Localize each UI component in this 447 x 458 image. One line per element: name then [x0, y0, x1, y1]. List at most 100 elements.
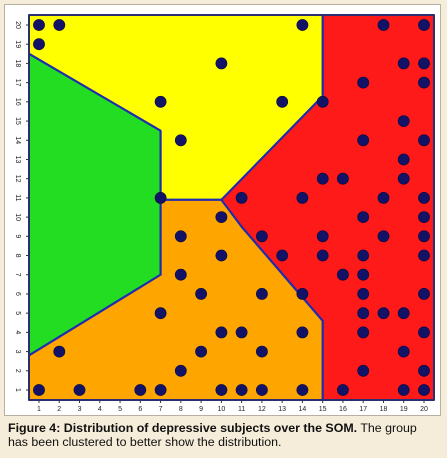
- y-tick-label: 5: [14, 311, 21, 315]
- data-point: [134, 384, 147, 396]
- x-tick-label: 3: [78, 406, 82, 413]
- data-point: [357, 307, 370, 320]
- y-tick-label: 1: [14, 388, 21, 392]
- data-point: [397, 153, 410, 166]
- x-tick-label: 13: [278, 406, 286, 413]
- cluster-region-orange: [29, 199, 323, 400]
- data-point: [174, 134, 187, 147]
- cluster-region-green: [29, 53, 161, 356]
- data-point: [73, 384, 86, 396]
- data-point: [255, 230, 268, 243]
- cluster-region-red: [221, 15, 434, 400]
- y-tick-label: 2: [14, 369, 21, 373]
- data-point: [336, 172, 349, 185]
- data-point: [418, 57, 430, 70]
- data-point: [357, 249, 370, 262]
- figure-caption: Figure 4: Distribution of depressive sub…: [8, 421, 440, 449]
- data-point: [357, 134, 370, 147]
- data-point: [336, 268, 349, 281]
- plot-area-border: [28, 14, 435, 401]
- data-point: [215, 249, 228, 262]
- y-tick-label: 13: [14, 156, 21, 164]
- data-point: [33, 19, 45, 31]
- y-tick-label: 7: [14, 273, 21, 277]
- data-point: [33, 38, 45, 51]
- caption-title: Distribution of depressive subjects over…: [63, 421, 358, 435]
- data-points: [33, 19, 430, 396]
- data-point: [316, 249, 329, 262]
- data-point: [397, 384, 410, 396]
- data-point: [397, 57, 410, 70]
- y-tick-label: 20: [14, 21, 21, 29]
- data-point: [154, 307, 167, 320]
- data-point: [316, 172, 329, 185]
- cluster-region-yellow: [29, 15, 323, 200]
- x-tick-label: 9: [199, 406, 203, 413]
- data-point: [174, 364, 187, 377]
- y-tick-label: 8: [14, 254, 21, 258]
- x-tick-label: 1: [37, 406, 41, 413]
- y-tick-label: 3: [14, 350, 21, 354]
- x-tick-label: 14: [299, 406, 307, 413]
- data-point: [215, 57, 228, 70]
- x-tick-label: 19: [400, 406, 408, 413]
- data-point: [235, 384, 248, 396]
- y-tick-label: 19: [14, 40, 21, 48]
- data-point: [418, 230, 430, 243]
- data-point: [418, 384, 430, 396]
- data-point: [296, 384, 309, 396]
- data-point: [418, 134, 430, 147]
- data-point: [255, 287, 268, 300]
- x-tick-label: 10: [217, 406, 225, 413]
- x-tick-label: 16: [339, 406, 347, 413]
- data-point: [296, 287, 309, 300]
- data-point: [397, 172, 410, 185]
- y-tick-label: 17: [14, 79, 21, 87]
- y-tick-label: 14: [14, 136, 21, 144]
- data-point: [377, 19, 390, 31]
- x-tick-label: 20: [420, 406, 428, 413]
- data-point: [235, 326, 248, 339]
- data-point: [397, 115, 410, 127]
- cluster-regions: [29, 15, 434, 400]
- data-point: [296, 191, 309, 204]
- data-point: [195, 345, 207, 358]
- x-tick-label: 8: [179, 406, 183, 413]
- data-point: [53, 345, 66, 358]
- x-tick-label: 2: [57, 406, 61, 413]
- data-point: [418, 19, 430, 31]
- data-point: [154, 95, 167, 108]
- data-point: [418, 364, 430, 377]
- som-chart: 1 2 3 4 5 6 7 8 9 10 11 12 13 14 15 16 17 18 19 20 12345678…: [14, 14, 435, 413]
- y-tick-label: 12: [14, 175, 21, 183]
- data-point: [174, 268, 187, 281]
- data-point: [418, 326, 430, 339]
- x-axis-ticks: 1 2 3 4 5 6 7 8 9 10 11 12 13 14 15 16 17 18 19 20: [37, 400, 428, 413]
- y-tick-label: 11: [14, 194, 21, 201]
- x-tick-label: 11: [238, 406, 245, 413]
- data-point: [357, 268, 370, 281]
- data-point: [357, 287, 370, 300]
- caption-label: Figure 4:: [8, 421, 61, 435]
- x-tick-label: 18: [380, 406, 388, 413]
- data-point: [357, 364, 370, 377]
- data-point: [255, 345, 268, 358]
- data-point: [235, 191, 248, 204]
- y-tick-label: 6: [14, 292, 21, 296]
- data-point: [377, 230, 390, 243]
- data-point: [296, 19, 309, 31]
- data-point: [418, 76, 430, 89]
- x-tick-label: 17: [359, 406, 367, 413]
- data-point: [357, 76, 370, 89]
- data-point: [377, 191, 390, 204]
- x-tick-label: 7: [159, 406, 163, 413]
- data-point: [418, 287, 430, 300]
- data-point: [397, 307, 410, 320]
- caption-text: The group has been clustered to better s…: [8, 421, 417, 449]
- data-point: [316, 95, 329, 108]
- y-tick-label: 4: [14, 330, 21, 334]
- data-point: [418, 211, 430, 223]
- x-tick-label: 5: [118, 406, 122, 413]
